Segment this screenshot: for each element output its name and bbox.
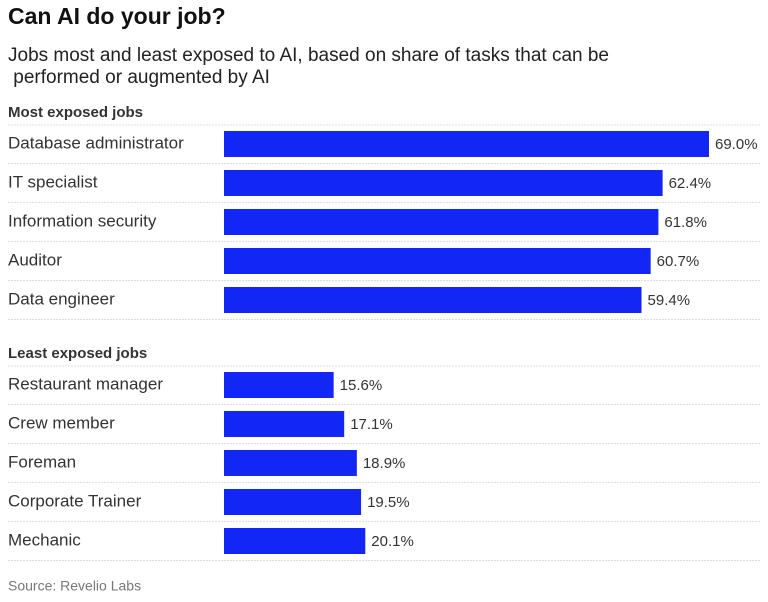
value-label: 60.7% <box>657 253 700 270</box>
source: Source: Revelio Labs <box>8 578 141 594</box>
value-label: 59.4% <box>648 292 691 309</box>
subtitle: Jobs most and least exposed to AI, based… <box>8 45 609 88</box>
group-title: Least exposed jobs <box>8 345 147 362</box>
bar <box>224 248 651 274</box>
category-label: Data engineer <box>8 289 115 308</box>
bar <box>224 528 366 554</box>
value-label: 62.4% <box>669 175 712 192</box>
bar <box>224 170 663 196</box>
bar <box>224 209 659 235</box>
bar <box>224 489 362 515</box>
group-title: Most exposed jobs <box>8 104 143 121</box>
category-label: Mechanic <box>8 530 81 549</box>
value-label: 18.9% <box>363 455 406 472</box>
value-label: 61.8% <box>664 214 707 231</box>
category-label: Corporate Trainer <box>8 491 142 510</box>
bar <box>224 411 345 437</box>
value-label: 19.5% <box>367 494 410 511</box>
value-label: 15.6% <box>340 377 383 394</box>
category-label: Crew member <box>8 413 115 432</box>
title: Can AI do your job? <box>8 3 226 29</box>
category-label: Restaurant manager <box>8 374 163 393</box>
value-label: 17.1% <box>350 416 393 433</box>
category-label: IT specialist <box>8 172 98 191</box>
value-label: 69.0% <box>715 136 758 153</box>
value-label: 20.1% <box>371 533 414 550</box>
category-label: Foreman <box>8 452 76 471</box>
bar <box>224 372 334 398</box>
bar <box>224 450 357 476</box>
category-label: Database administrator <box>8 133 184 152</box>
bar <box>224 131 709 157</box>
bar <box>224 287 642 313</box>
category-label: Information security <box>8 211 157 230</box>
category-label: Auditor <box>8 250 62 269</box>
